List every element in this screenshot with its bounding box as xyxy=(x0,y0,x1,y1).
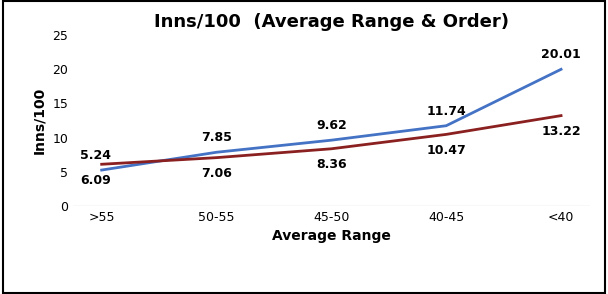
Top xyxy=(98,163,105,166)
Y-axis label: Inns/100: Inns/100 xyxy=(33,87,47,154)
Top xyxy=(328,147,335,151)
Text: 5.24: 5.24 xyxy=(80,149,111,162)
Text: 20.01: 20.01 xyxy=(541,48,581,61)
Middle xyxy=(213,151,220,154)
Text: 9.62: 9.62 xyxy=(316,119,347,132)
Top xyxy=(213,156,220,159)
Text: 11.74: 11.74 xyxy=(426,105,466,118)
Text: 10.47: 10.47 xyxy=(426,144,466,157)
Text: 6.09: 6.09 xyxy=(80,174,111,187)
Text: 7.06: 7.06 xyxy=(201,167,232,180)
Top xyxy=(443,133,450,136)
Line: Top: Top xyxy=(102,116,561,164)
Text: 8.36: 8.36 xyxy=(316,158,347,171)
Top xyxy=(558,114,565,117)
Middle xyxy=(558,68,565,71)
Middle xyxy=(98,168,105,172)
Title: Inns/100  (Average Range & Order): Inns/100 (Average Range & Order) xyxy=(154,13,509,31)
Middle xyxy=(443,124,450,128)
Text: 7.85: 7.85 xyxy=(201,131,232,144)
Line: Middle: Middle xyxy=(102,69,561,170)
X-axis label: Average Range: Average Range xyxy=(272,229,391,243)
Middle xyxy=(328,138,335,142)
Text: 13.22: 13.22 xyxy=(541,125,581,138)
